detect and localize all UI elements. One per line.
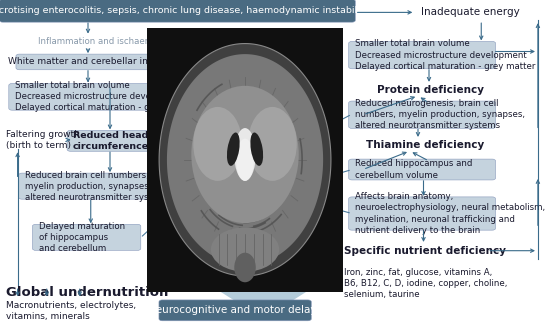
Ellipse shape — [191, 86, 299, 223]
Polygon shape — [167, 54, 323, 265]
Text: Faltering growth
(birth to term): Faltering growth (birth to term) — [6, 130, 79, 150]
FancyBboxPatch shape — [19, 173, 149, 199]
Ellipse shape — [193, 107, 242, 181]
Ellipse shape — [211, 227, 279, 272]
Text: Global undernutrition: Global undernutrition — [6, 286, 168, 299]
Text: Protein deficiency: Protein deficiency — [377, 85, 484, 95]
FancyBboxPatch shape — [159, 300, 311, 321]
Ellipse shape — [236, 139, 254, 181]
Ellipse shape — [250, 132, 263, 166]
Text: Reduced neurogenesis, brain cell
numbers, myelin production, synapses,
altered n: Reduced neurogenesis, brain cell numbers… — [355, 99, 525, 130]
Ellipse shape — [234, 253, 256, 282]
Text: Neurocognitive and motor delays: Neurocognitive and motor delays — [148, 305, 322, 315]
FancyBboxPatch shape — [349, 41, 496, 69]
Ellipse shape — [227, 132, 240, 166]
Text: Reduced head
circumference: Reduced head circumference — [72, 131, 148, 151]
FancyBboxPatch shape — [67, 130, 153, 151]
FancyBboxPatch shape — [16, 54, 157, 70]
Text: Reduced brain cell numbers,
myelin production, synapses,
altered neurotransmitte: Reduced brain cell numbers, myelin produ… — [25, 170, 170, 202]
Text: Reduced hippocampus and
cerebellum volume: Reduced hippocampus and cerebellum volum… — [355, 159, 472, 180]
Text: Specific nutrient deficiency: Specific nutrient deficiency — [344, 246, 506, 256]
FancyBboxPatch shape — [349, 159, 496, 180]
Text: Inflammation and ischaemia: Inflammation and ischaemia — [37, 37, 161, 46]
Polygon shape — [184, 269, 343, 319]
Ellipse shape — [234, 128, 256, 181]
Text: Affects brain anatomy,
neuroelectrophysiology, neural metabolism,
myelination, n: Affects brain anatomy, neuroelectrophysi… — [355, 192, 545, 235]
Text: White matter and cerebellar injury: White matter and cerebellar injury — [8, 57, 166, 67]
FancyBboxPatch shape — [0, 0, 355, 22]
Text: Necrotising enterocolitis, sepsis, chronic lung disease, haemodynamic instabilit: Necrotising enterocolitis, sepsis, chron… — [0, 6, 369, 15]
FancyBboxPatch shape — [349, 197, 496, 230]
Text: Smaller total brain volume
Decreased microstructure development
Delayed cortical: Smaller total brain volume Decreased mic… — [355, 39, 535, 71]
Text: Delayed maturation
of hippocampus
and cerebellum: Delayed maturation of hippocampus and ce… — [39, 222, 125, 253]
Ellipse shape — [248, 107, 297, 181]
Text: Iron, zinc, fat, glucose, vitamins A,
B6, B12, C, D, iodine, copper, choline,
se: Iron, zinc, fat, glucose, vitamins A, B6… — [344, 268, 507, 299]
Text: Thiamine deficiency: Thiamine deficiency — [366, 141, 484, 150]
FancyBboxPatch shape — [32, 224, 141, 250]
Polygon shape — [159, 44, 331, 276]
Text: Macronutrients, electrolytes,
vitamins, minerals: Macronutrients, electrolytes, vitamins, … — [6, 301, 136, 321]
FancyBboxPatch shape — [9, 83, 152, 110]
FancyBboxPatch shape — [349, 101, 496, 128]
Text: Inadequate energy: Inadequate energy — [421, 7, 520, 17]
Text: Smaller total brain volume
Decreased microstructure development
Delayed cortical: Smaller total brain volume Decreased mic… — [15, 81, 195, 112]
